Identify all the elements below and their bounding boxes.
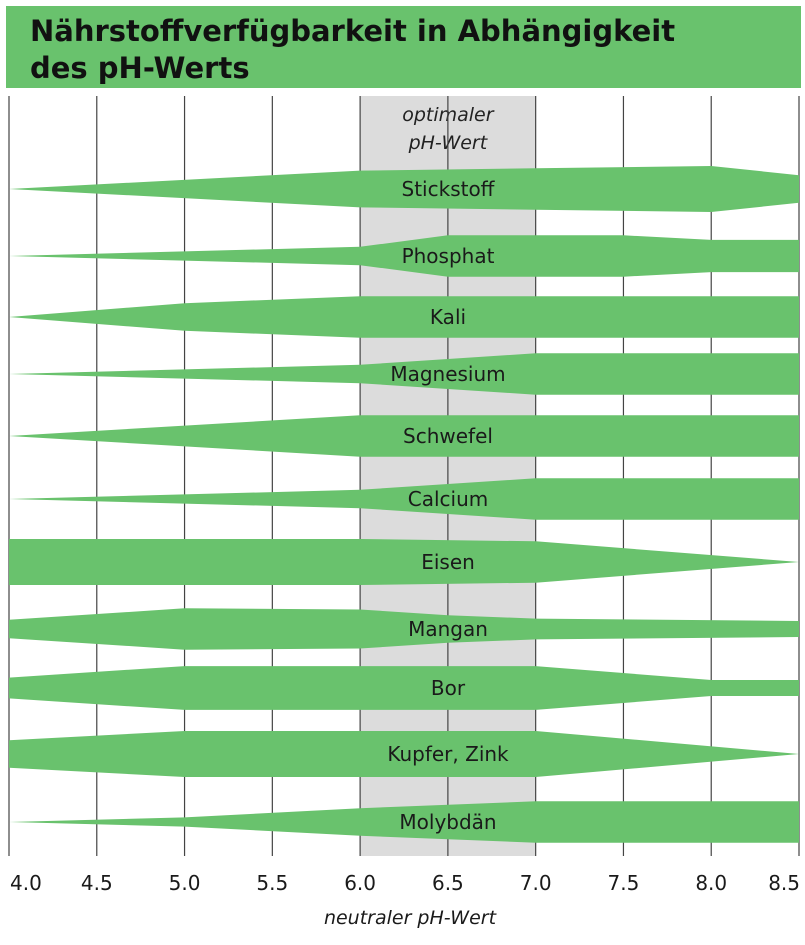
- label-kali: Kali: [430, 305, 466, 329]
- band-molybdän: [9, 801, 799, 843]
- tick-label-6-5: 6.5: [432, 871, 464, 895]
- x-axis-label: neutraler pH-Wert: [324, 907, 498, 929]
- band-calcium: [9, 478, 799, 520]
- band-mangan: [9, 608, 799, 650]
- label-eisen: Eisen: [421, 550, 475, 574]
- band-kali: [9, 296, 799, 338]
- band-phosphat: [9, 235, 799, 277]
- nutrient-bands: [9, 166, 799, 843]
- label-schwefel: Schwefel: [403, 424, 493, 448]
- tick-label-7-0: 7.0: [520, 871, 552, 895]
- band-schwefel: [9, 415, 799, 457]
- tick-label-6-0: 6.0: [344, 871, 376, 895]
- tick-label-4-0: 4.0: [10, 871, 42, 895]
- label-molybdän: Molybdän: [399, 810, 496, 834]
- tick-label-4-5: 4.5: [81, 871, 113, 895]
- tick-label-7-5: 7.5: [608, 871, 640, 895]
- tick-label-5-5: 5.5: [256, 871, 288, 895]
- x-axis-ticks: 4.0 4.5 5.0 5.5 6.0 6.5 7.0 7.5 8.0 8.5: [10, 871, 800, 895]
- label-mangan: Mangan: [408, 617, 488, 641]
- chart-title-line-2: des pH-Werts: [30, 51, 250, 85]
- band-magnesium: [9, 353, 799, 395]
- label-magnesium: Magnesium: [390, 362, 505, 386]
- label-calcium: Calcium: [408, 487, 489, 511]
- label-phosphat: Phosphat: [402, 244, 495, 268]
- label-stickstoff: Stickstoff: [402, 177, 496, 201]
- label-kupfer-zink: Kupfer, Zink: [387, 742, 509, 766]
- title-bar: [6, 6, 801, 88]
- tick-label-5-0: 5.0: [169, 871, 201, 895]
- chart-title-line-1: Nährstoffverfügbarkeit in Abhängigkeit: [30, 14, 675, 48]
- band-kupfer-zink: [9, 731, 799, 777]
- band-stickstoff: [9, 166, 799, 212]
- band-eisen: [9, 539, 799, 585]
- tick-label-8-0: 8.0: [695, 871, 727, 895]
- nutrient-labels: Stickstoff Phosphat Kali Magnesium Schwefel C…: [387, 177, 509, 834]
- band-bor: [9, 666, 799, 710]
- grid-lines: [8, 96, 800, 856]
- tick-label-8-5: 8.5: [768, 871, 800, 895]
- label-bor: Bor: [431, 676, 466, 700]
